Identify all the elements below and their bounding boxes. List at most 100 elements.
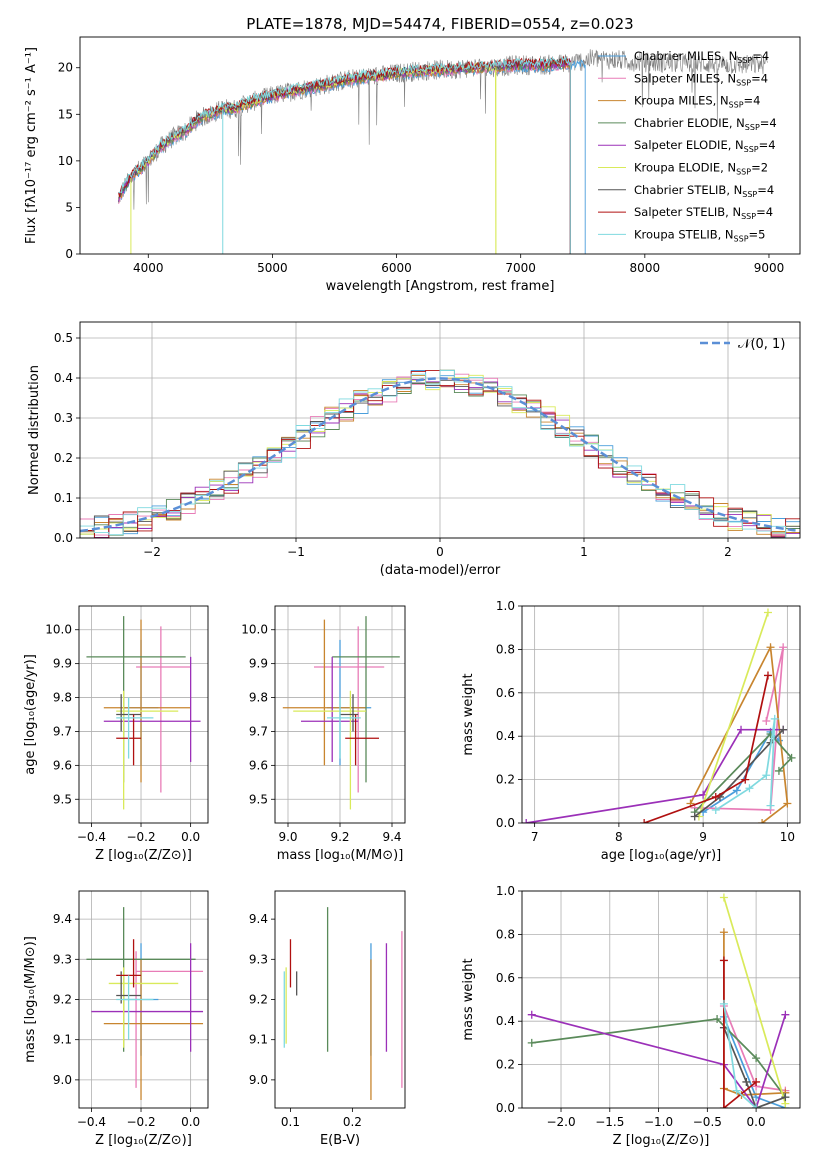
y-tick-label: 0.4 [54, 371, 73, 385]
y-tick-label: 0.6 [496, 971, 515, 985]
y-tick-label: 0 [65, 247, 73, 261]
y-tick-label: 10.0 [45, 623, 72, 637]
data-point [314, 626, 385, 793]
series-marker [781, 1093, 790, 1102]
model-spectrum-line [118, 56, 571, 254]
data-point [116, 975, 154, 1040]
data-point [103, 619, 191, 783]
y-tick-label: 10.0 [241, 623, 268, 637]
data-point [103, 959, 204, 1100]
x-axis-label: wavelength [Angstrom, rest frame] [326, 279, 555, 294]
legend-label-tail: =4 [752, 49, 769, 63]
y-tick-label: 0.3 [54, 411, 73, 425]
legend-label-sub: SSP [742, 190, 757, 199]
series-line [723, 1027, 786, 1108]
y-tick-label: 1.0 [496, 884, 515, 898]
series-marker [763, 608, 772, 617]
x-tick-label: 0.0 [181, 1115, 200, 1129]
series-line [698, 612, 769, 817]
series-marker [787, 753, 796, 762]
y-tick-label: 9.2 [53, 993, 72, 1007]
x-tick-label: 1 [580, 545, 588, 559]
legend-label-tail: =4 [760, 116, 777, 130]
x-tick-label: 6000 [381, 261, 412, 275]
x-tick-label: −1 [287, 545, 305, 559]
x-tick-label: −2.0 [546, 1115, 575, 1129]
errorbars-mass_vs_Z [86, 907, 204, 1100]
series-marker [711, 805, 720, 814]
x-tick-label: 2 [724, 545, 732, 559]
x-tick-label: −0.2 [126, 830, 155, 844]
errorbars-age_vs_Z [86, 616, 201, 810]
series-marker [742, 1077, 751, 1086]
legend-label-tail: =4 [751, 71, 768, 85]
series-line [694, 732, 793, 813]
y-tick-label: 9.7 [249, 724, 268, 738]
series-marker [783, 799, 792, 808]
legend-label-tail: =4 [756, 205, 773, 219]
series-marker [745, 784, 754, 793]
series-marker [766, 801, 775, 810]
series-line [526, 728, 784, 823]
y-tick-label: 9.2 [249, 993, 268, 1007]
legend-label: Kroupa ELODIE, NSSP=2 [634, 161, 768, 177]
y-tick-label: 0.2 [54, 451, 73, 465]
legend-label-text: Kroupa STELIB, N [634, 227, 734, 241]
y-tick-label: 9.8 [53, 691, 72, 705]
lines-weight_vs_Z [527, 893, 790, 1108]
y-axis-label: mass weight [461, 958, 476, 1040]
x-tick-label: 7 [531, 830, 539, 844]
y-tick-label: 15 [58, 107, 73, 121]
x-axis-label: age [log₁₀(age/yr)] [601, 848, 722, 863]
series-marker [640, 819, 649, 823]
legend-label: Salpeter MILES, NSSP=4 [634, 71, 768, 87]
data-point [327, 697, 361, 759]
y-tick-label: 9.1 [249, 1033, 268, 1047]
errorbars-age_vs_mass [282, 616, 400, 810]
y-tick-label: 0.1 [54, 491, 73, 505]
y-tick-label: 0.8 [496, 642, 515, 656]
plot-frame [78, 890, 209, 1109]
y-tick-label: 9.9 [249, 657, 268, 671]
series-marker [763, 671, 772, 680]
y-tick-label: 1.0 [496, 599, 515, 613]
series-marker [711, 792, 720, 801]
axes-mass_vs_Z: −0.4 −0.2 0.0 9.0 9.1 9.2 9.3 9.4 Z [log₁₀(Z/Z⊙)… [23, 891, 208, 1148]
x-axis-label: E(B-V) [320, 1133, 360, 1148]
plot-frame [521, 605, 801, 824]
y-tick-label: 0.4 [496, 1014, 515, 1028]
series-line [723, 897, 787, 1104]
data-point [135, 951, 204, 1088]
axes-residuals: −2 −1 0 1 2 0.0 0.1 0.2 0.3 0.4 0.5 (data-model)/er… [27, 322, 800, 578]
legend-label-text: Salpeter MILES, N [634, 71, 736, 85]
plot-frame [79, 36, 801, 255]
series-marker [752, 1054, 761, 1063]
y-tick-label: 9.5 [249, 792, 268, 806]
x-axis-label: Z [log₁₀(Z/Z⊙)] [613, 1133, 710, 1148]
y-axis-label: mass weight [461, 673, 476, 755]
series-marker [690, 812, 699, 821]
x-axis-label: Z [log₁₀(Z/Z⊙)] [95, 848, 192, 863]
x-tick-label: −1.0 [644, 1115, 673, 1129]
series-marker [752, 1077, 761, 1086]
y-tick-label: 9.3 [249, 952, 268, 966]
x-axis-label: Z [log₁₀(Z/Z⊙)] [95, 1133, 192, 1148]
axes-mass_vs_ebv: 0.1 0.2 9.0 9.1 9.2 9.3 9.4 E(B-V) [249, 912, 362, 1148]
y-axis-label: Flux [fλ10⁻¹⁷ erg cm⁻² s⁻¹ A⁻¹] [24, 47, 39, 244]
plot-frame [274, 605, 406, 824]
series-marker [713, 1015, 722, 1024]
axes-spectrum: 4000 5000 6000 7000 8000 9000 0 5 10 15 20 waveleng… [24, 47, 784, 294]
series-line [531, 1013, 787, 1108]
y-tick-label: 9.0 [249, 1073, 268, 1087]
legend-label-sub: SSP [737, 56, 752, 65]
x-tick-label: 9000 [754, 261, 785, 275]
y-tick-label: 0.2 [496, 773, 515, 787]
y-axis-label: Normed distribution [27, 365, 42, 495]
legend-label-tail: =2 [751, 161, 768, 175]
series-marker [758, 819, 767, 823]
series-marker [719, 928, 728, 937]
data-point [136, 626, 191, 793]
series-marker [752, 1104, 761, 1108]
x-tick-label: 0.1 [281, 1115, 300, 1129]
